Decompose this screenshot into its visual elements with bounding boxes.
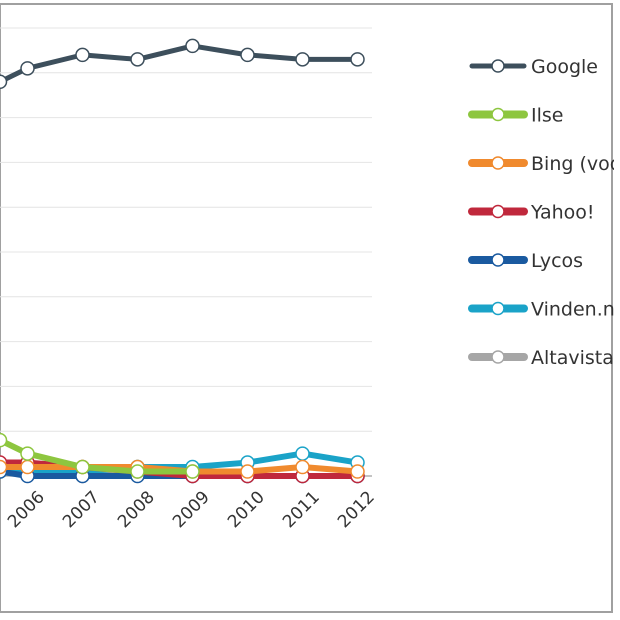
data-point (0, 432, 8, 448)
data-point (20, 459, 35, 475)
legend-item: Lycos (468, 250, 583, 272)
series-ilse (0, 432, 200, 479)
series-line (0, 43, 360, 85)
data-point (0, 74, 8, 90)
data-point (350, 464, 365, 479)
legend-label: Yahoo! (530, 202, 595, 224)
legend-marker (491, 107, 505, 122)
legend-marker (491, 204, 505, 219)
series-google (0, 38, 365, 90)
legend-marker (491, 350, 505, 364)
legend-label: Altavista (531, 347, 614, 369)
data-point (350, 52, 365, 67)
legend-item: Bing (voorheen MSN) (468, 153, 620, 175)
data-point (295, 459, 310, 475)
legend-label: Vinden.nl (531, 299, 620, 321)
legend-item: Yahoo! (468, 202, 595, 224)
legend-label: Lycos (531, 250, 583, 272)
data-point (295, 446, 310, 461)
data-point (130, 464, 145, 479)
legend-marker (491, 156, 505, 170)
legend-label: Google (531, 56, 598, 78)
legend-item: Vinden.nl (468, 299, 620, 321)
data-point (240, 464, 255, 479)
data-point (0, 459, 8, 475)
data-point (185, 38, 200, 54)
data-point (240, 47, 255, 63)
legend-label: Ilse (531, 105, 563, 127)
data-point (75, 459, 90, 475)
legend-item: Google (469, 56, 598, 78)
data-point (20, 446, 35, 461)
data-point (295, 52, 310, 67)
legend-marker (491, 301, 505, 316)
legend-item: Altavista (468, 347, 614, 369)
data-point (20, 61, 35, 76)
data-point (75, 47, 90, 63)
data-point (130, 52, 145, 67)
legend: Google Ilse Bing (voorheen MSN) Yahoo! Lycos… (468, 56, 620, 369)
legend-marker (491, 59, 505, 73)
legend-label: Bing (voorheen MSN) (531, 153, 620, 175)
series-lines (0, 38, 365, 484)
legend-item: Ilse (468, 105, 563, 127)
legend-marker (491, 253, 505, 267)
data-point (185, 464, 200, 479)
